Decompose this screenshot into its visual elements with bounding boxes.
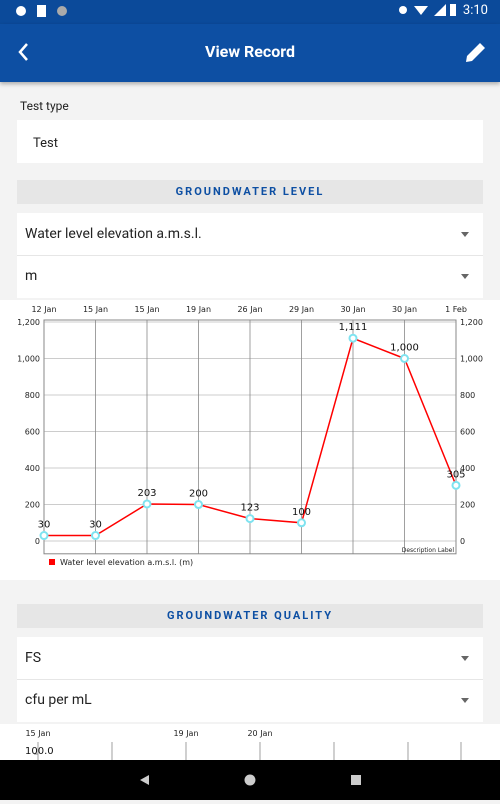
x-tick-label: 30 Jan [340, 305, 365, 314]
y-tick-label: 100.0 [25, 746, 54, 757]
y-tick-label: 1,200 [17, 318, 40, 327]
data-point [400, 354, 409, 364]
data-point [451, 480, 461, 490]
nav-home[interactable] [244, 774, 256, 786]
parameter-dropdown[interactable]: FS [25, 650, 42, 666]
y-tick-label: 600 [25, 428, 40, 437]
y2-tick-label: 800 [460, 391, 475, 400]
x-tick-label: 1 Feb [445, 305, 467, 314]
data-point [297, 518, 306, 528]
nav-recents[interactable] [351, 775, 361, 785]
x-tick-label: 30 Jan [392, 305, 417, 314]
y2-tick-label: 1,000 [460, 355, 483, 364]
y-tick-label: 1,000 [17, 355, 40, 364]
y-tick-label: 0 [35, 537, 40, 546]
unit-dropdown[interactable]: m [25, 268, 38, 284]
parameter-dropdown[interactable]: Water level elevation a.m.s.l. [25, 226, 202, 242]
x-tick-label: 15 Jan [83, 305, 108, 314]
status-bar: 3:10 [0, 0, 500, 24]
screen-title: View Record [204, 42, 296, 61]
value-label: 305 [446, 469, 465, 480]
y2-tick-label: 400 [460, 464, 475, 473]
dropdown-caret [461, 274, 469, 279]
data-point [142, 499, 152, 509]
value-label: 123 [240, 503, 259, 514]
sim-icon [37, 5, 46, 17]
field-card: Test [17, 120, 483, 163]
nav-back[interactable] [140, 775, 149, 785]
data-point [91, 531, 100, 541]
unit-dropdown[interactable]: cfu per mL [25, 692, 92, 708]
value-label: 30 [38, 520, 51, 531]
y2-tick-label: 1,200 [460, 318, 483, 327]
battery-icon [450, 4, 456, 16]
field-label: Test type [20, 99, 69, 113]
dropdown-card: FS cfu per mL [17, 637, 483, 722]
divider [17, 255, 483, 256]
x-tick-label: 15 Jan [25, 729, 50, 738]
legend-label: Water level elevation a.m.s.l. (m) [60, 558, 193, 567]
y-tick-label: 200 [25, 501, 40, 510]
x-tick-label: 15 Jan [134, 305, 159, 314]
legend-swatch [49, 559, 55, 565]
navigation-bar [0, 760, 500, 800]
value-label: 200 [189, 489, 208, 500]
value-label: 1,000 [390, 343, 419, 354]
back-button[interactable] [12, 40, 36, 64]
level-chart: 0 0 200 200 400 400 600 600 800 800 1,000 1,000 1,20… [0, 300, 500, 580]
edit-button[interactable] [462, 38, 490, 66]
signal-icon [434, 4, 446, 16]
quality-chart: 15 Jan 19 Jan 20 Jan 100.0 [0, 724, 500, 760]
x-tick-label: 26 Jan [237, 305, 262, 314]
data-point [348, 333, 358, 343]
dropdown-caret [461, 656, 469, 661]
x-tick-label: 29 Jan [289, 305, 314, 314]
y-tick-label: 800 [25, 391, 40, 400]
y2-tick-label: 0 [460, 537, 465, 546]
dropdown-card: Water level elevation a.m.s.l. m [17, 213, 483, 298]
data-point [194, 500, 203, 510]
data-point [39, 531, 49, 541]
clock: 3:10 [462, 3, 488, 18]
sync-icon [57, 6, 67, 16]
wifi-icon [414, 6, 428, 15]
nav-buttons [140, 774, 361, 786]
location-icon [399, 6, 407, 14]
y2-tick-label: 600 [460, 428, 475, 437]
value-label: 1,111 [339, 322, 368, 333]
value-label: 30 [89, 520, 102, 531]
x-tick-label: 12 Jan [31, 305, 56, 314]
divider [17, 679, 483, 680]
section-header: GROUNDWATER LEVEL [17, 180, 483, 204]
data-point [245, 514, 255, 524]
description-label: Description Label [402, 547, 455, 554]
y-tick-label: 400 [25, 464, 40, 473]
x-tick-label: 20 Jan [247, 729, 272, 738]
dropdown-caret [461, 698, 469, 703]
section-header: GROUNDWATER QUALITY [17, 604, 483, 628]
status-icons [16, 4, 456, 17]
field-value: Test [33, 136, 58, 151]
app-bar: View Record [0, 24, 500, 82]
x-tick-label: 19 Jan [186, 305, 211, 314]
settings-icon [16, 6, 26, 16]
dropdown-caret [461, 232, 469, 237]
y2-tick-label: 200 [460, 501, 475, 510]
value-label: 100 [292, 507, 311, 518]
value-label: 203 [137, 488, 156, 499]
x-tick-label: 19 Jan [173, 729, 198, 738]
